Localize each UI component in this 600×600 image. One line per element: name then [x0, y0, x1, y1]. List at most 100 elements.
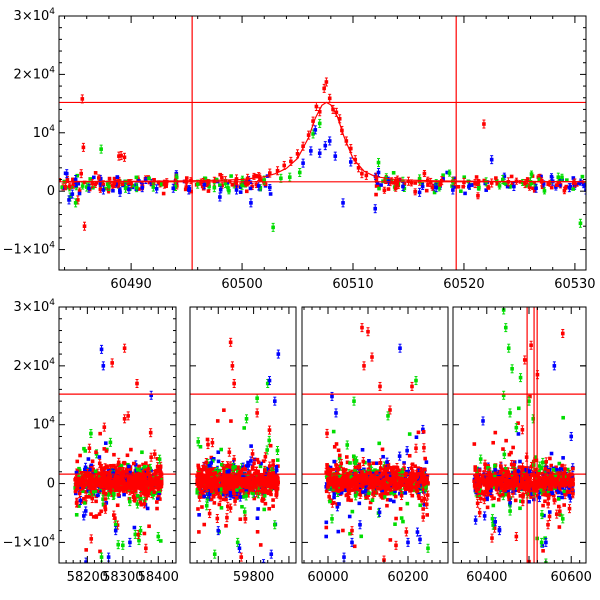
- data-point-blue: [228, 490, 233, 495]
- data-point-green: [565, 178, 569, 182]
- data-point-blue: [401, 184, 405, 189]
- data-point-red: [108, 470, 113, 474]
- data-point-blue: [274, 468, 279, 473]
- data-point-green: [80, 489, 85, 494]
- data-point-red: [89, 537, 94, 541]
- data-point-red: [196, 480, 200, 485]
- data-point-red: [206, 442, 210, 447]
- data-point-blue: [225, 469, 230, 474]
- segment-frame: [58, 306, 177, 564]
- data-point-red: [271, 485, 276, 490]
- data-point-red: [239, 555, 244, 559]
- data-point-blue: [534, 186, 538, 191]
- data-point-red: [89, 476, 94, 481]
- data-point-red: [94, 477, 98, 482]
- x-tick-label: 58300: [102, 570, 143, 585]
- data-point-blue: [115, 175, 120, 179]
- data-point-blue: [154, 187, 159, 191]
- data-point-red: [244, 482, 248, 486]
- data-point-red: [209, 469, 214, 474]
- x-tick-label: 60520: [443, 277, 484, 292]
- data-point-red: [259, 476, 264, 481]
- data-point-red: [196, 463, 201, 468]
- data-point-red: [228, 478, 232, 483]
- data-point-blue: [98, 181, 103, 186]
- data-point-red: [230, 364, 235, 368]
- data-point-red: [258, 543, 263, 547]
- data-point-red: [245, 477, 249, 481]
- data-point-red: [82, 481, 86, 486]
- data-point-red: [269, 481, 273, 485]
- data-point-red: [261, 459, 266, 463]
- data-point-red: [143, 492, 147, 496]
- data-point-red: [314, 104, 319, 109]
- data-point-blue: [313, 128, 318, 132]
- data-point-red: [94, 450, 98, 455]
- data-point-red: [474, 175, 479, 179]
- data-point-blue: [113, 528, 118, 533]
- data-point-green: [476, 186, 481, 191]
- data-point-red: [73, 489, 78, 494]
- data-point-red: [82, 224, 87, 229]
- data-point-red: [156, 484, 160, 489]
- data-point-green: [116, 542, 121, 547]
- data-point-blue: [317, 151, 322, 156]
- data-point-red: [274, 483, 279, 488]
- data-point-red: [204, 478, 209, 482]
- data-point-red: [82, 496, 86, 501]
- data-point-blue: [122, 492, 126, 497]
- data-point-red: [247, 485, 252, 490]
- data-point-red: [155, 500, 159, 504]
- data-point-red: [140, 482, 145, 487]
- data-point-red: [110, 361, 114, 365]
- data-point-blue: [489, 157, 494, 162]
- data-point-red: [271, 504, 275, 508]
- data-point-green: [130, 183, 135, 188]
- data-point-green: [135, 493, 140, 498]
- data-point-green: [196, 440, 201, 444]
- data-point-blue: [244, 488, 249, 493]
- data-point-green: [497, 184, 502, 188]
- data-point-red: [245, 182, 249, 187]
- data-point-red: [249, 475, 253, 480]
- data-point-blue: [157, 491, 161, 495]
- data-point-red: [122, 346, 127, 350]
- data-point-red: [213, 475, 217, 480]
- data-point-red: [251, 486, 255, 490]
- data-point-red: [240, 483, 244, 488]
- data-point-green: [235, 488, 239, 492]
- data-point-red: [209, 455, 214, 460]
- data-point-green: [537, 177, 542, 182]
- data-point-red: [99, 485, 104, 489]
- data-point-blue: [216, 450, 221, 455]
- data-point-red: [197, 467, 202, 472]
- data-point-red: [456, 184, 461, 189]
- data-point-red: [232, 483, 236, 488]
- data-point-red: [99, 479, 103, 484]
- data-point-red: [219, 483, 223, 488]
- data-point-red: [482, 178, 487, 183]
- data-point-blue: [101, 188, 106, 192]
- data-point-blue: [92, 175, 96, 180]
- data-point-red: [84, 489, 88, 494]
- data-point-red: [240, 467, 245, 472]
- data-point-blue: [101, 364, 106, 368]
- data-point-blue: [73, 177, 78, 182]
- data-point-red: [252, 174, 256, 179]
- y-tick-label: −1×104: [3, 533, 56, 550]
- data-point-red: [238, 517, 243, 522]
- data-point-red: [275, 168, 280, 173]
- data-point-red: [250, 464, 255, 469]
- data-point-red: [248, 481, 252, 486]
- data-point-red: [131, 471, 135, 476]
- data-point-red: [476, 193, 480, 198]
- data-point-red: [232, 381, 236, 386]
- data-point-red: [151, 478, 156, 483]
- data-point-red: [204, 482, 209, 486]
- data-point-green: [88, 177, 93, 181]
- data-point-blue: [98, 177, 103, 181]
- data-point-red: [226, 490, 231, 494]
- data-point-red: [222, 486, 227, 490]
- data-point-red: [536, 175, 541, 179]
- data-point-red: [246, 470, 251, 475]
